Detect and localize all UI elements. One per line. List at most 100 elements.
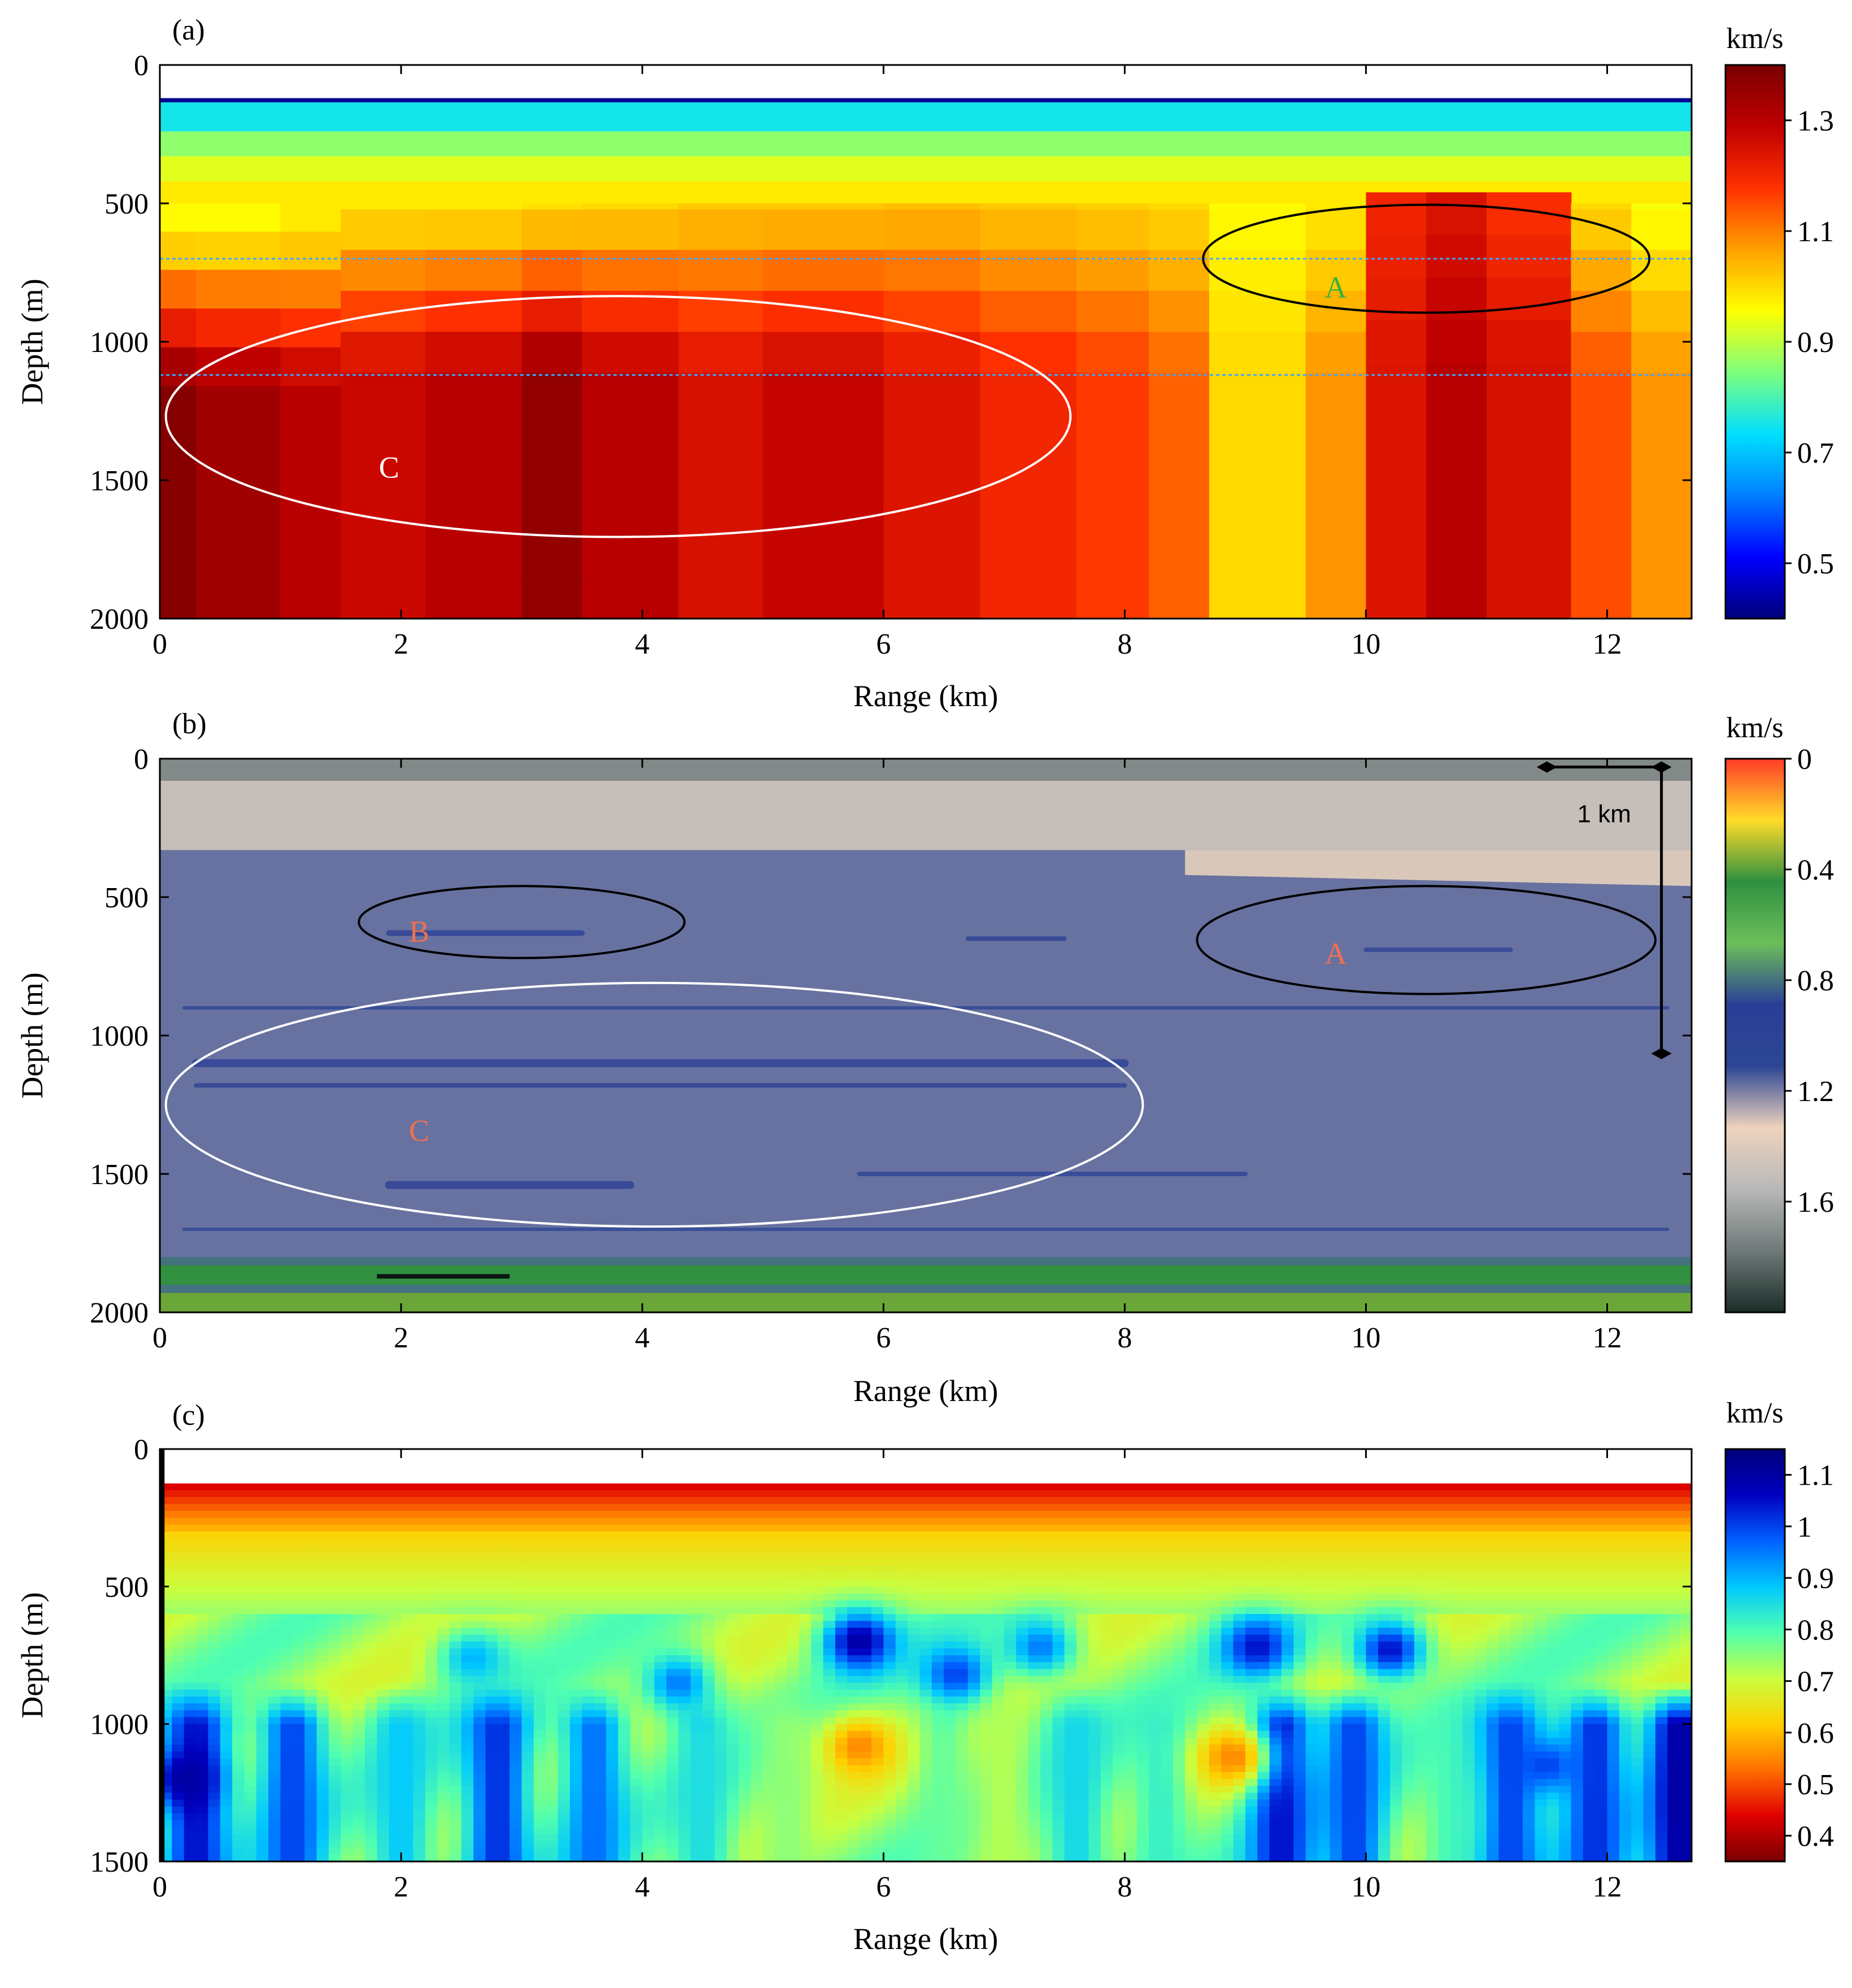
velocity-cell	[968, 1607, 981, 1615]
velocity-cell	[521, 1799, 534, 1807]
velocity-cell	[437, 1517, 450, 1525]
velocity-cell	[425, 1580, 438, 1587]
velocity-cell	[280, 1820, 293, 1828]
velocity-cell	[980, 1738, 993, 1746]
velocity-cell	[220, 1497, 233, 1505]
velocity-cell	[449, 1552, 462, 1560]
velocity-cell	[557, 1607, 571, 1615]
velocity-cell	[533, 1827, 547, 1835]
velocity-cell	[1076, 1628, 1090, 1635]
velocity-cell	[341, 1834, 354, 1842]
velocity-cell	[775, 1517, 788, 1525]
velocity-cell	[630, 1806, 643, 1814]
velocity-cell	[1052, 1538, 1065, 1546]
velocity-cell	[835, 1820, 848, 1828]
velocity-cell	[968, 1738, 981, 1746]
velocity-cell	[1136, 1793, 1150, 1800]
velocity-cell	[787, 1689, 800, 1697]
velocity-cell	[365, 1621, 378, 1629]
velocity-cell	[1100, 1827, 1113, 1835]
velocity-cell	[256, 1772, 269, 1780]
velocity-cell	[377, 1565, 390, 1573]
velocity-cell	[232, 1511, 245, 1519]
velocity-cell	[413, 1573, 426, 1581]
velocity-cell	[497, 1703, 511, 1711]
velocity-cell	[594, 1765, 607, 1773]
velocity-cell	[196, 1786, 209, 1794]
velocity-cell	[1100, 1703, 1113, 1711]
velocity-cell	[1016, 1497, 1029, 1505]
velocity-cell	[714, 1504, 727, 1512]
velocity-cell	[268, 1793, 281, 1800]
velocity-cell	[377, 1717, 390, 1725]
velocity-cell	[196, 580, 281, 619]
velocity-cell	[280, 1827, 293, 1835]
velocity-cell	[160, 580, 197, 619]
velocity-cell	[1088, 1717, 1101, 1725]
velocity-cell	[787, 1607, 800, 1615]
velocity-cell	[582, 250, 679, 292]
velocity-cell	[1016, 1559, 1029, 1567]
velocity-cell	[871, 1710, 884, 1718]
velocity-cell	[1076, 1779, 1090, 1787]
velocity-cell	[787, 1497, 800, 1505]
velocity-cell	[1136, 1854, 1150, 1862]
velocity-cell	[473, 1703, 486, 1711]
velocity-cell	[811, 1745, 824, 1752]
velocity-cell	[739, 1689, 752, 1697]
velocity-cell	[389, 1655, 402, 1663]
velocity-cell	[557, 1600, 571, 1608]
velocity-cell	[172, 1703, 185, 1711]
velocity-cell	[521, 536, 583, 578]
velocity-cell	[992, 1621, 1005, 1629]
velocity-cell	[1040, 1682, 1053, 1690]
velocity-cell	[220, 1786, 233, 1794]
velocity-cell	[799, 1634, 812, 1642]
velocity-cell	[1016, 1511, 1029, 1519]
velocity-cell	[847, 1504, 860, 1512]
velocity-cell	[184, 1786, 197, 1794]
velocity-cell	[509, 1682, 522, 1690]
velocity-cell	[1100, 1511, 1113, 1519]
velocity-cell	[931, 1676, 945, 1684]
velocity-cell	[244, 1600, 257, 1608]
velocity-cell	[931, 1490, 945, 1498]
velocity-cell	[847, 1511, 860, 1519]
velocity-cell	[437, 1827, 450, 1835]
velocity-cell	[280, 1751, 293, 1759]
velocity-cell	[787, 1580, 800, 1587]
velocity-cell	[557, 1847, 571, 1855]
velocity-cell	[497, 1738, 511, 1746]
velocity-cell	[871, 1586, 884, 1594]
velocity-cell	[775, 1573, 788, 1581]
velocity-cell	[606, 1765, 619, 1773]
velocity-cell	[1004, 1758, 1017, 1766]
velocity-cell	[739, 1586, 752, 1594]
velocity-cell	[835, 1703, 848, 1711]
velocity-cell	[1040, 1676, 1053, 1684]
velocity-cell	[461, 1799, 474, 1807]
velocity-cell	[751, 1600, 764, 1608]
velocity-cell	[1149, 1648, 1162, 1656]
velocity-cell	[690, 1682, 703, 1690]
velocity-cell	[1088, 1662, 1101, 1670]
velocity-cell	[570, 1834, 583, 1842]
velocity-cell	[1486, 448, 1572, 491]
velocity-cell	[184, 1614, 197, 1622]
velocity-cell	[1486, 320, 1572, 364]
velocity-cell	[184, 1497, 197, 1505]
velocity-cell	[654, 1772, 667, 1780]
velocity-cell	[570, 1600, 583, 1608]
velocity-cell	[594, 1689, 607, 1697]
velocity-cell	[1088, 1614, 1101, 1622]
velocity-cell	[1112, 1703, 1126, 1711]
velocity-cell	[751, 1559, 764, 1567]
velocity-cell	[666, 1682, 679, 1690]
velocity-cell	[883, 1786, 896, 1794]
velocity-cell	[835, 1607, 848, 1615]
velocity-cell	[871, 1614, 884, 1622]
velocity-cell	[389, 1669, 402, 1677]
velocity-cell	[1136, 1834, 1150, 1842]
velocity-cell	[1426, 234, 1487, 279]
velocity-cell	[509, 1628, 522, 1635]
